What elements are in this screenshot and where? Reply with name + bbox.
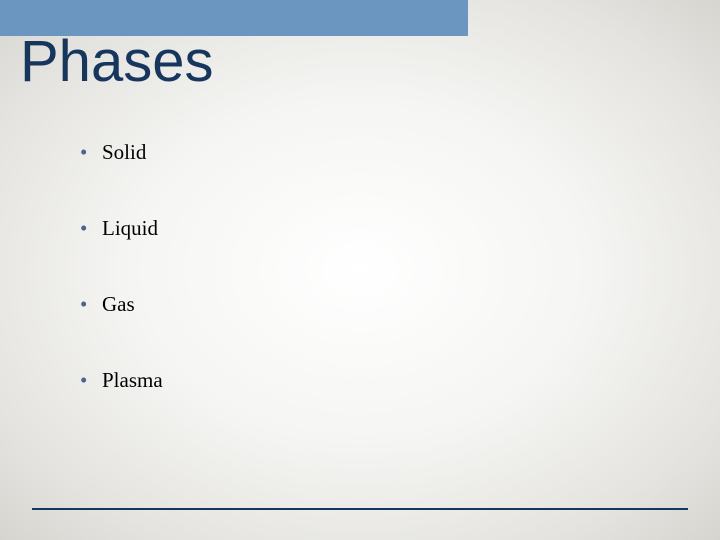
footer-divider bbox=[32, 508, 688, 510]
list-item-label: Liquid bbox=[102, 216, 158, 240]
list-item-label: Solid bbox=[102, 140, 146, 164]
list-item: Plasma bbox=[80, 368, 163, 393]
list-item-label: Plasma bbox=[102, 368, 163, 392]
slide-title: Phases bbox=[20, 28, 213, 95]
list-item: Solid bbox=[80, 140, 163, 165]
list-item-label: Gas bbox=[102, 292, 135, 316]
list-item: Liquid bbox=[80, 216, 163, 241]
bullet-list: Solid Liquid Gas Plasma bbox=[80, 140, 163, 444]
list-item: Gas bbox=[80, 292, 163, 317]
